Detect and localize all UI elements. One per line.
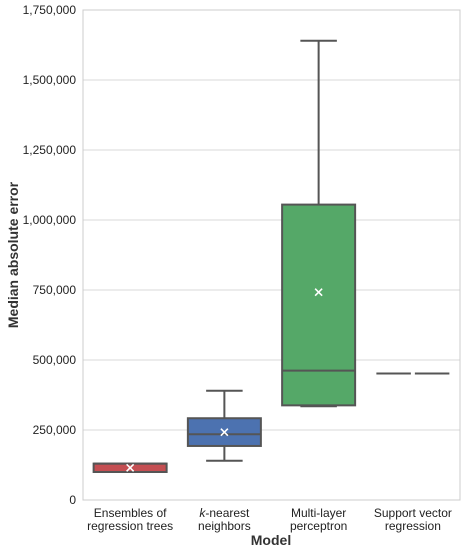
x-tick-label: Multi-layer	[291, 506, 346, 520]
iqr-box	[281, 203, 357, 407]
x-tick-label: Support vector	[374, 506, 452, 520]
x-tick-label: k-nearest	[199, 506, 250, 520]
plot-frame	[82, 9, 461, 501]
y-tick-label: 1,000,000	[23, 213, 77, 227]
gridlines	[83, 9, 460, 501]
y-axis-title: Median absolute error	[5, 181, 21, 328]
y-tick-label: 1,250,000	[23, 143, 77, 157]
y-tick-label: 1,500,000	[23, 73, 77, 87]
y-axis-ticks: 0 250,000 500,000 750,000 1,000,000 1,250,000…	[23, 3, 77, 507]
x-tick-label-rest: -nearest	[205, 506, 250, 520]
box-2	[281, 39, 357, 408]
y-tick-label: 1,750,000	[23, 3, 77, 17]
y-tick-label: 750,000	[33, 283, 77, 297]
x-tick-label-italic: k	[199, 506, 206, 520]
x-tick-label: regression	[385, 519, 441, 533]
x-tick-label: Ensembles of	[94, 506, 167, 520]
y-tick-label: 500,000	[33, 353, 77, 367]
mean-marker-b	[220, 428, 229, 437]
boxes	[92, 39, 450, 474]
box-1	[186, 389, 262, 462]
x-tick-label: perceptron	[290, 519, 347, 533]
mean-marker-b	[314, 288, 323, 297]
box-0	[92, 462, 168, 474]
y-tick-label: 0	[69, 493, 76, 507]
mean-marker-b	[126, 463, 135, 472]
x-axis-title: Model	[251, 532, 291, 548]
plot-border	[82, 9, 461, 501]
y-tick-label: 250,000	[33, 423, 77, 437]
x-tick-label: neighbors	[198, 519, 251, 533]
x-tick-label: regression trees	[87, 519, 173, 533]
